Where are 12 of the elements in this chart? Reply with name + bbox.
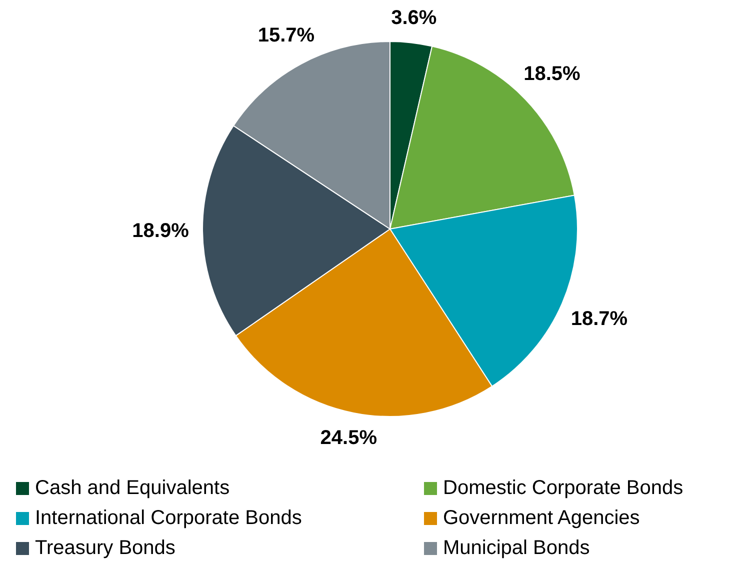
legend-label: Domestic Corporate Bonds	[443, 476, 684, 500]
legend-label: Municipal Bonds	[443, 536, 590, 560]
data-label: 18.9%	[132, 220, 190, 242]
legend-label: International Corporate Bonds	[35, 506, 302, 530]
legend-label: Government Agencies	[443, 506, 640, 530]
data-label: 18.7%	[570, 308, 628, 330]
legend-label: Treasury Bonds	[35, 536, 176, 560]
data-label: 18.5%	[524, 62, 580, 85]
legend-label: Cash and Equivalents	[35, 476, 230, 500]
data-label: 24.5%	[320, 426, 378, 449]
data-label: 3.6%	[391, 7, 437, 30]
data-label: 15.7%	[258, 24, 315, 47]
